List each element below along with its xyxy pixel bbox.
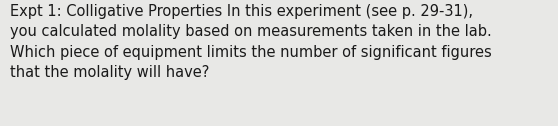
Text: Expt 1: Colligative Properties In this experiment (see p. 29-31),
you calculated: Expt 1: Colligative Properties In this e…	[10, 4, 492, 80]
